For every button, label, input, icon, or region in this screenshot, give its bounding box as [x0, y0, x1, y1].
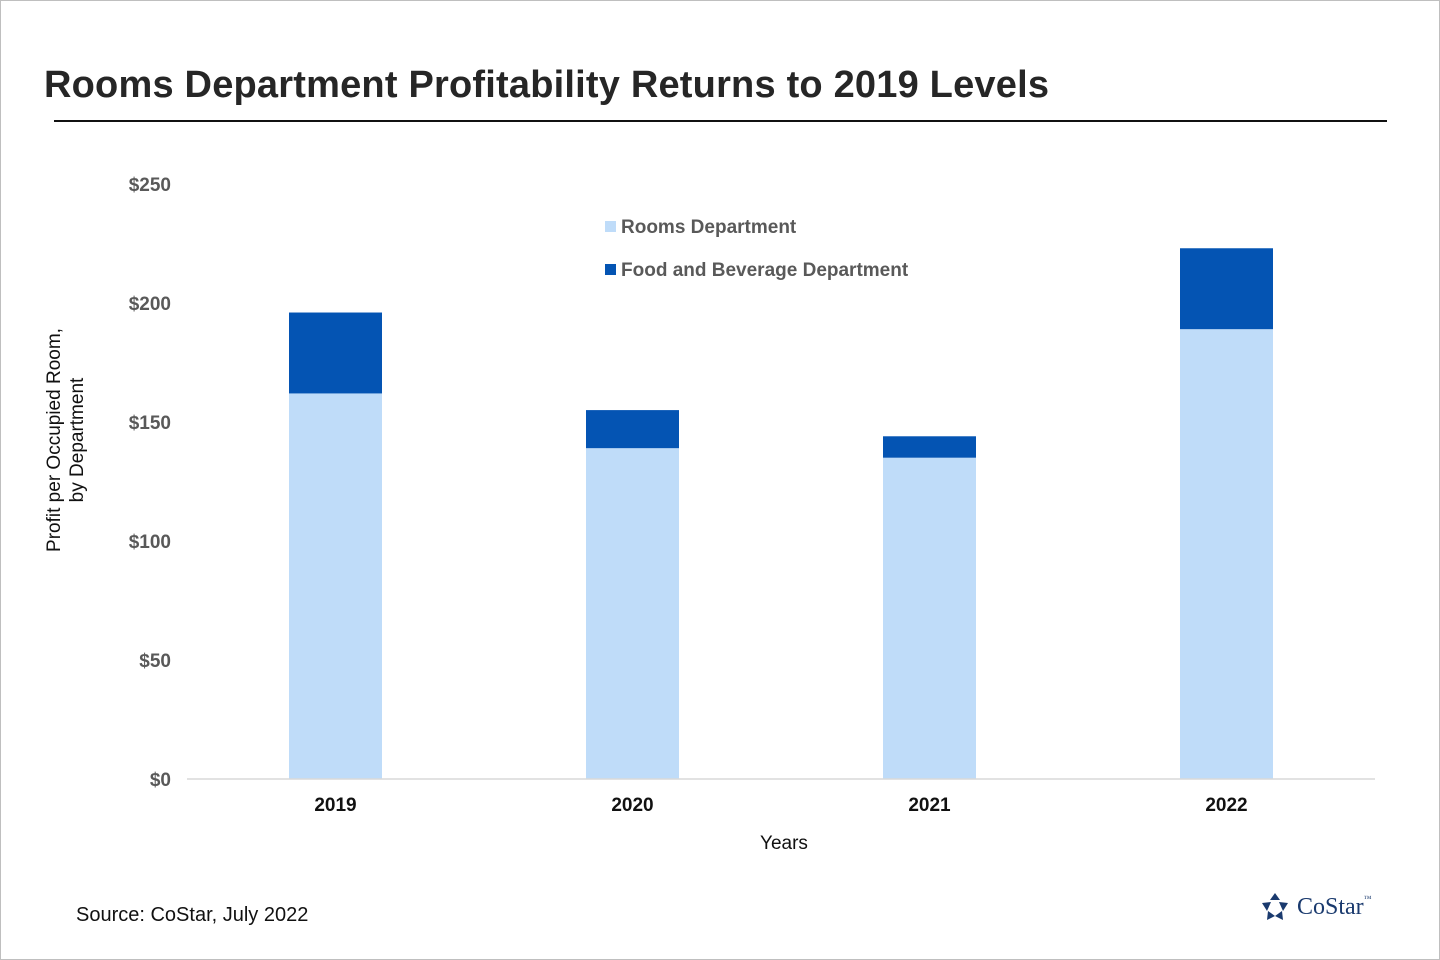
bar-rooms-2021: [883, 457, 976, 779]
costar-wordmark: CoStar™: [1297, 893, 1372, 920]
x-axis-categories: 2019 2020 2021 2022: [314, 795, 1247, 816]
bar-fnb-2019: [289, 312, 382, 394]
x-tick-label: 2021: [908, 795, 951, 816]
chart-title: Rooms Department Profitability Returns t…: [44, 64, 1050, 106]
x-tick-label: 2020: [611, 795, 653, 816]
bar-rooms-2020: [586, 448, 679, 779]
title-underline: [54, 120, 1387, 122]
source-note: Source: CoStar, July 2022: [76, 904, 309, 926]
y-tick-label: $150: [129, 413, 171, 434]
x-tick-label: 2019: [314, 795, 356, 816]
legend: Rooms Department Food and Beverage Depar…: [605, 217, 909, 281]
bar-rooms-2022: [1180, 329, 1273, 779]
bar-rooms-2019: [289, 393, 382, 779]
legend-label-fnb: Food and Beverage Department: [621, 260, 909, 281]
bar-fnb-2021: [883, 436, 976, 458]
y-tick-label: $50: [139, 651, 171, 672]
y-tick-label: $250: [129, 175, 171, 196]
bar-fnb-2020: [586, 410, 679, 449]
legend-swatch-fnb: [605, 264, 616, 275]
x-axis-label: Years: [760, 833, 808, 854]
y-tick-label: $100: [129, 532, 171, 553]
bar-fnb-2022: [1180, 248, 1273, 330]
y-tick-label: $200: [129, 294, 171, 315]
bars: [289, 248, 1273, 779]
legend-swatch-rooms: [605, 221, 616, 232]
x-tick-label: 2022: [1205, 795, 1247, 816]
costar-star-icon: [1262, 893, 1288, 920]
legend-label-rooms: Rooms Department: [621, 217, 797, 238]
y-axis-label-line-2: by Department: [67, 377, 88, 502]
y-axis-label: Profit per Occupied Room, by Department: [44, 328, 88, 552]
y-axis-label-line-1: Profit per Occupied Room,: [44, 328, 65, 552]
y-tick-label: $0: [150, 770, 171, 791]
costar-logo: CoStar™: [1259, 889, 1372, 925]
y-axis-ticks: $0 $50 $100 $150 $200 $250: [129, 175, 171, 791]
